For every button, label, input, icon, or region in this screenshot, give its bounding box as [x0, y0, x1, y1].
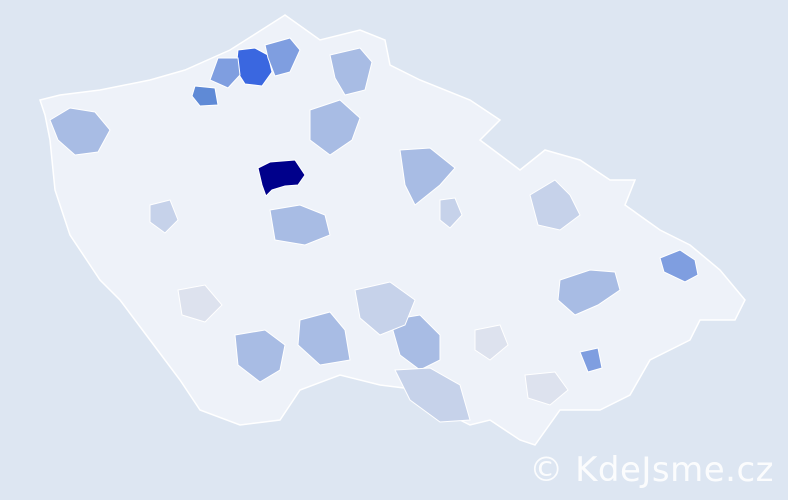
district-region	[659, 249, 699, 283]
district-region	[394, 367, 471, 423]
district-region	[529, 179, 581, 231]
district-region	[191, 85, 219, 107]
district-region	[297, 311, 351, 366]
district-region	[579, 347, 603, 373]
district-region	[439, 197, 463, 229]
district-region	[524, 371, 569, 406]
district-region	[257, 159, 306, 197]
district-region	[474, 324, 509, 361]
district-layer	[49, 37, 699, 423]
watermark: © KdeJsme.cz	[529, 450, 774, 490]
district-region	[264, 37, 301, 77]
country-outline	[39, 14, 746, 446]
district-region	[269, 204, 331, 246]
district-region	[399, 147, 456, 206]
district-region	[354, 281, 416, 336]
district-region	[389, 314, 441, 371]
district-region	[149, 199, 179, 234]
district-region	[309, 99, 361, 156]
district-region	[234, 329, 286, 383]
district-region	[177, 284, 223, 323]
district-region	[209, 57, 241, 89]
district-region	[557, 269, 621, 316]
district-region	[49, 107, 111, 156]
district-region	[329, 47, 373, 96]
